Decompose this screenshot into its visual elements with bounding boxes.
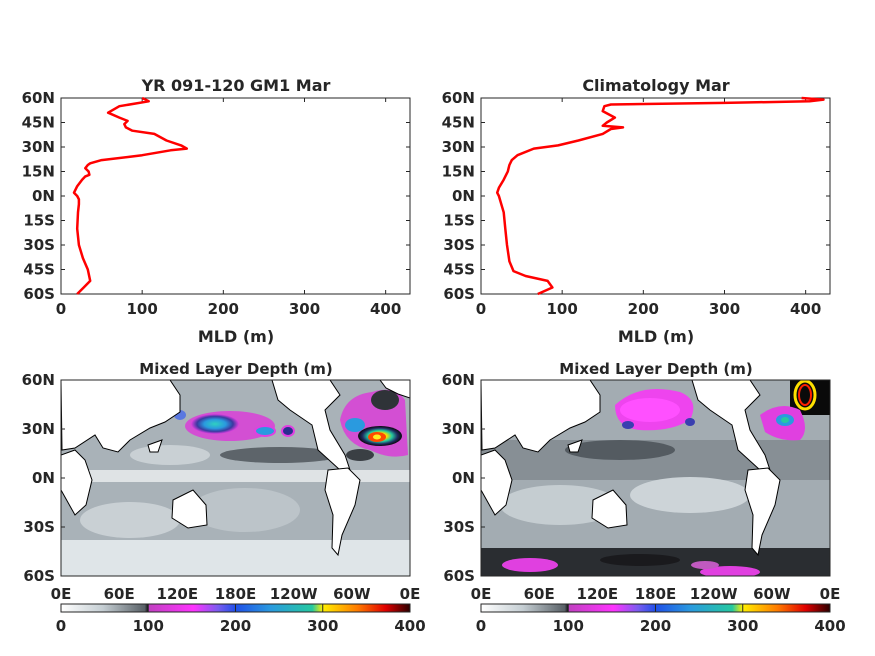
map-lat-label: 30N: [442, 420, 475, 438]
panel-title: Climatology Mar: [582, 76, 729, 95]
y-tick-label: 15S: [443, 212, 475, 230]
plot-area: [480, 97, 831, 295]
colorbar-label: 300: [307, 617, 338, 635]
map-lon-label: 180E: [635, 585, 677, 603]
x-tick-label: 0: [476, 300, 486, 318]
x-tick-label: 100: [127, 300, 158, 318]
y-tick-label: 30S: [23, 236, 55, 254]
mld-map-left: Mixed Layer Depth (m): [22, 360, 426, 635]
mld-map-right: Mixed Layer Depth (m): [442, 360, 846, 635]
colorbar-label: 100: [553, 617, 584, 635]
y-tick-label: 0N: [32, 187, 55, 205]
map-lat-label: 30S: [23, 518, 55, 536]
map-lon-label: 120W: [270, 585, 318, 603]
y-tick-label: 60S: [443, 285, 475, 303]
map-lon-label: 180E: [215, 585, 257, 603]
colorbar-label: 100: [133, 617, 164, 635]
map-lon-label: 60W: [333, 585, 371, 603]
y-tick-label: 30N: [22, 138, 55, 156]
y-tick-label: 60S: [23, 285, 55, 303]
mld-profile-line: [72, 96, 189, 295]
map-ticks: 0E 60E 120E 180E 120W 60W 0E 60N 30N 0N 30S 60S: [22, 371, 421, 603]
plot-area: [60, 97, 411, 295]
x-axis-label: MLD (m): [198, 327, 274, 346]
map-lon-label: 0E: [820, 585, 841, 603]
mld-profile-line: [495, 96, 825, 296]
y-tick-label: 15N: [22, 163, 55, 181]
y-tick-label: 45S: [443, 261, 475, 279]
map-lon-label: 0E: [400, 585, 421, 603]
map-lat-label: 30N: [22, 420, 55, 438]
map-field: [61, 380, 410, 576]
x-tick-label: 400: [790, 300, 821, 318]
y-tick-label: 60N: [442, 89, 475, 107]
x-axis-label: MLD (m): [618, 327, 694, 346]
map-field: [481, 380, 830, 576]
colorbar-label: 300: [727, 617, 758, 635]
panel-title: YR 091-120 GM1 Mar: [141, 76, 331, 95]
map-lat-label: 0N: [32, 469, 55, 487]
map-ticks: 0E 60E 120E 180E 120W 60W 0E 60N 30N 0N 30S 60S: [442, 371, 841, 603]
y-tick-label: 45N: [22, 114, 55, 132]
axis-ticks: 0 100 200 300 400 60N 45N 30N 15N 0N 15S 30S 45S 60S: [442, 89, 830, 318]
y-tick-label: 60N: [22, 89, 55, 107]
map-lat-label: 0N: [452, 469, 475, 487]
map-lat-label: 60N: [22, 371, 55, 389]
colorbar-label: 200: [640, 617, 671, 635]
map-lat-label: 30S: [443, 518, 475, 536]
x-tick-label: 400: [370, 300, 401, 318]
y-tick-label: 30S: [443, 236, 475, 254]
colorbar-label: 400: [394, 617, 425, 635]
map-lon-label: 120W: [690, 585, 738, 603]
x-tick-label: 300: [289, 300, 320, 318]
colorbar: 0 100 200 300 400: [56, 603, 426, 635]
map-title: Mixed Layer Depth (m): [559, 360, 752, 378]
y-tick-label: 15S: [23, 212, 55, 230]
map-lon-label: 0E: [471, 585, 492, 603]
x-tick-label: 300: [709, 300, 740, 318]
map-title: Mixed Layer Depth (m): [139, 360, 332, 378]
y-tick-label: 30N: [442, 138, 475, 156]
x-tick-label: 200: [628, 300, 659, 318]
map-lon-label: 60E: [104, 585, 135, 603]
colorbar-label: 0: [56, 617, 66, 635]
map-lon-label: 120E: [157, 585, 199, 603]
y-tick-label: 45S: [23, 261, 55, 279]
colorbar-label: 400: [814, 617, 845, 635]
profile-panel-left: YR 091-120 GM1 Mar 0 100 200 300 400 60N 45N 30…: [22, 76, 411, 346]
y-tick-label: 45N: [442, 114, 475, 132]
x-tick-label: 200: [208, 300, 239, 318]
x-tick-label: 0: [56, 300, 66, 318]
map-lon-label: 60E: [524, 585, 555, 603]
colorbar-label: 200: [220, 617, 251, 635]
x-tick-label: 100: [547, 300, 578, 318]
profile-panel-right: Climatology Mar 0 100 200 300 400 60N 45N 30N 15…: [442, 76, 831, 346]
map-lon-label: 120E: [577, 585, 619, 603]
map-lat-label: 60S: [23, 567, 55, 585]
map-lat-label: 60N: [442, 371, 475, 389]
y-tick-label: 15N: [442, 163, 475, 181]
map-lon-label: 60W: [753, 585, 791, 603]
axis-ticks: 0 100 200 300 400 60N 45N 30N 15N 0N 15S 30S 45S 60S: [22, 89, 410, 318]
colorbar: 0 100 200 300 400: [476, 603, 846, 635]
colorbar-label: 0: [476, 617, 486, 635]
y-tick-label: 0N: [452, 187, 475, 205]
map-lon-label: 0E: [51, 585, 72, 603]
map-lat-label: 60S: [443, 567, 475, 585]
